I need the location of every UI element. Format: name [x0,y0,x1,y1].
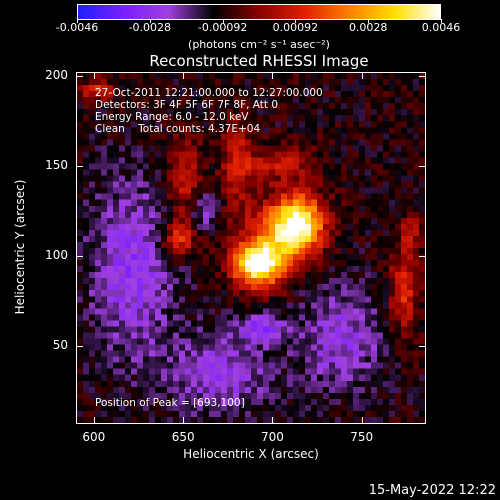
y-tickmark [77,165,83,167]
info-time: 27-Oct-2011 12:21:00.000 to 12:27:00.000 [95,87,323,99]
colorbar-units: (photons cm⁻² s⁻¹ asec⁻²) [188,38,330,51]
y-tickmark [77,75,83,77]
y-tickmark [419,75,425,77]
x-tick-label: 650 [171,430,195,444]
colorbar-tick-label: 0.0046 [421,21,461,34]
colorbar-tick-label: -0.0046 [55,21,99,34]
y-tickmark [419,165,425,167]
colorbar-tickmark [149,19,151,23]
y-axis-label: Heliocentric Y (arcsec) [13,179,27,315]
x-tickmark [272,417,274,423]
y-tick-label: 150 [45,157,68,172]
colorbar [77,4,441,20]
colorbar-tickmark [77,19,78,23]
colorbar-tickmark [295,19,297,23]
colorbar-tick-label: -0.0028 [128,21,172,34]
colorbar-tickmark [441,19,442,23]
y-tickmark [77,256,83,258]
colorbar-tick-label: -0.00092 [197,21,248,34]
info-detectors: Detectors: 3F 4F 5F 6F 7F 8F, Att 0 [95,99,279,111]
x-axis-label: Heliocentric X (arcsec) [183,447,319,461]
info-energy: Energy Range: 6.0 - 12.0 keV [95,111,249,123]
x-tickmark [361,417,363,423]
y-tick-label: 50 [52,338,68,353]
x-tick-label: 700 [260,430,284,444]
image-plot: 27-Oct-2011 12:21:00.000 to 12:27:00.000… [76,72,426,424]
x-tickmark [361,73,363,79]
x-tick-label: 750 [350,430,374,444]
x-tickmark [93,417,95,423]
plot-title: Reconstructed RHESSI Image [149,52,369,70]
y-tick-label: 100 [45,248,68,263]
rhessi-heatmap [77,73,425,423]
y-tick-label: 200 [45,67,68,82]
x-tick-label: 600 [82,430,106,444]
y-tickmark [77,346,83,348]
colorbar-tick-label: 0.00092 [272,21,319,34]
x-tickmark [93,73,95,79]
x-tickmark [183,417,185,423]
colorbar-tick-label: 0.0028 [348,21,388,34]
y-tickmark [419,346,425,348]
colorbar-tickmark [368,19,370,23]
colorbar-tickmark [222,19,224,23]
peak-position: Position of Peak = [693,100] [95,397,245,409]
datestamp: 15-May-2022 12:22 [368,483,496,498]
x-tickmark [272,73,274,79]
x-tickmark [183,73,185,79]
y-tickmark [419,256,425,258]
info-clean: Clean Total counts: 4.37E+04 [95,123,261,135]
